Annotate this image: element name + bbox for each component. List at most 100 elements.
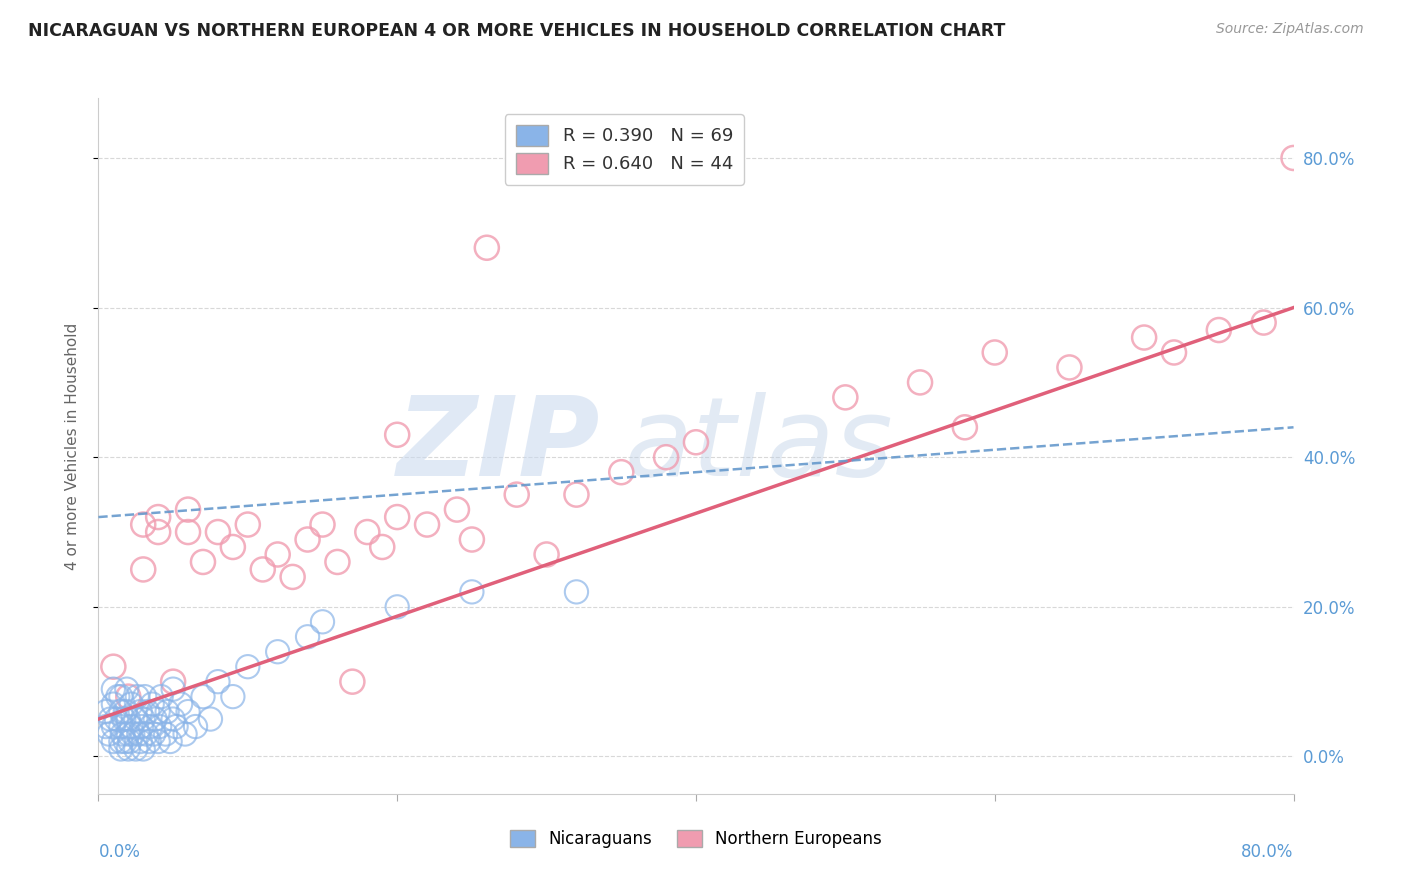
Point — [135, 727, 157, 741]
Point — [97, 727, 120, 741]
Point — [281, 570, 304, 584]
Point — [125, 712, 148, 726]
Point — [118, 734, 141, 748]
Point — [143, 712, 166, 726]
Point — [342, 674, 364, 689]
Point — [461, 533, 484, 547]
Point — [655, 450, 678, 465]
Point — [177, 524, 200, 539]
Text: NICARAGUAN VS NORTHERN EUROPEAN 4 OR MORE VEHICLES IN HOUSEHOLD CORRELATION CHAR: NICARAGUAN VS NORTHERN EUROPEAN 4 OR MOR… — [28, 22, 1005, 40]
Point — [610, 465, 633, 479]
Point — [834, 390, 856, 404]
Point — [103, 682, 125, 697]
Point — [125, 742, 148, 756]
Point — [129, 734, 152, 748]
Point — [110, 705, 132, 719]
Point — [565, 585, 588, 599]
Point — [129, 705, 152, 719]
Point — [177, 502, 200, 516]
Point — [148, 734, 170, 748]
Point — [162, 682, 184, 697]
Point — [111, 727, 134, 741]
Point — [1059, 360, 1081, 375]
Point — [103, 720, 125, 734]
Point — [177, 705, 200, 719]
Point — [121, 727, 143, 741]
Point — [148, 510, 170, 524]
Point — [1133, 330, 1156, 344]
Point — [114, 734, 136, 748]
Point — [134, 690, 156, 704]
Text: Source: ZipAtlas.com: Source: ZipAtlas.com — [1216, 22, 1364, 37]
Point — [150, 690, 173, 704]
Point — [112, 712, 135, 726]
Point — [326, 555, 349, 569]
Point — [139, 720, 162, 734]
Point — [117, 727, 139, 741]
Point — [131, 720, 153, 734]
Point — [148, 705, 170, 719]
Point — [385, 510, 409, 524]
Point — [252, 562, 274, 576]
Point — [1208, 323, 1230, 337]
Point — [141, 697, 163, 711]
Point — [162, 674, 184, 689]
Point — [132, 742, 155, 756]
Point — [311, 615, 333, 629]
Point — [191, 555, 214, 569]
Point — [103, 659, 125, 673]
Point — [371, 540, 394, 554]
Point — [127, 690, 149, 704]
Point — [174, 727, 197, 741]
Point — [110, 720, 132, 734]
Point — [105, 712, 128, 726]
Point — [103, 697, 125, 711]
Point — [155, 727, 177, 741]
Point — [297, 630, 319, 644]
Point — [236, 517, 259, 532]
Point — [191, 690, 214, 704]
Point — [416, 517, 439, 532]
Point — [110, 734, 132, 748]
Point — [984, 345, 1007, 359]
Point — [110, 742, 132, 756]
Y-axis label: 4 or more Vehicles in Household: 4 or more Vehicles in Household — [65, 322, 80, 570]
Point — [1253, 316, 1275, 330]
Point — [103, 734, 125, 748]
Point — [94, 705, 117, 719]
Point — [159, 734, 181, 748]
Point — [156, 705, 179, 719]
Point — [117, 742, 139, 756]
Point — [120, 720, 142, 734]
Point — [207, 674, 229, 689]
Point — [120, 697, 142, 711]
Point — [132, 562, 155, 576]
Point — [297, 533, 319, 547]
Text: 80.0%: 80.0% — [1241, 843, 1294, 861]
Point — [267, 645, 290, 659]
Point — [536, 548, 558, 562]
Point — [207, 524, 229, 539]
Point — [110, 690, 132, 704]
Point — [117, 690, 139, 704]
Point — [117, 712, 139, 726]
Point — [132, 712, 155, 726]
Point — [385, 427, 409, 442]
Point — [461, 585, 484, 599]
Point — [356, 524, 378, 539]
Point — [94, 720, 117, 734]
Point — [685, 435, 707, 450]
Point — [149, 720, 172, 734]
Point — [385, 599, 409, 614]
Point — [115, 682, 138, 697]
Point — [114, 705, 136, 719]
Point — [311, 517, 333, 532]
Point — [506, 488, 529, 502]
Point — [132, 517, 155, 532]
Text: 0.0%: 0.0% — [98, 843, 141, 861]
Point — [136, 705, 159, 719]
Point — [128, 727, 150, 741]
Point — [138, 734, 160, 748]
Point — [100, 712, 122, 726]
Point — [565, 488, 588, 502]
